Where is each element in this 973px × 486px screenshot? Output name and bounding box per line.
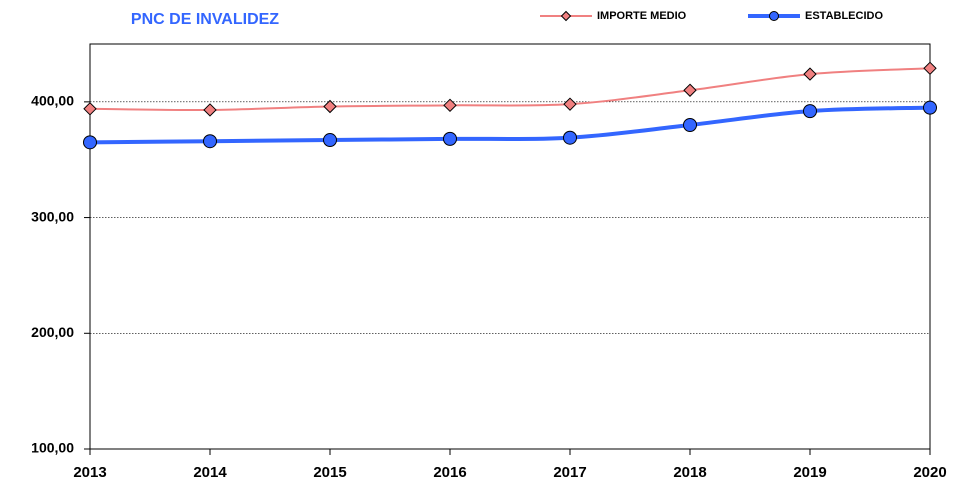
marker <box>803 67 817 81</box>
marker <box>443 131 457 146</box>
x-tick-label: 2014 <box>193 464 227 481</box>
marker <box>923 100 937 115</box>
y-tick-label: 400,00 <box>31 93 74 109</box>
legend-label: IMPORTE MEDIO <box>597 10 687 22</box>
y-tick-label: 300,00 <box>31 208 74 224</box>
marker <box>323 133 337 148</box>
x-tick-label: 2017 <box>553 464 586 481</box>
y-tick-label: 200,00 <box>31 324 74 340</box>
marker <box>683 83 697 97</box>
marker <box>923 61 937 76</box>
marker <box>203 134 217 149</box>
marker <box>560 10 572 22</box>
marker <box>83 102 97 116</box>
marker <box>203 103 217 117</box>
plot-frame <box>89 43 931 450</box>
y-tick-label: 100,00 <box>31 440 74 456</box>
marker <box>803 104 817 119</box>
marker <box>683 118 697 132</box>
series-line <box>89 67 931 112</box>
marker <box>443 98 457 113</box>
series-line <box>89 105 931 145</box>
x-tick-label: 2015 <box>313 464 346 481</box>
x-tick-label: 2013 <box>73 464 106 481</box>
x-tick-label: 2019 <box>793 464 826 481</box>
x-tick-label: 2018 <box>673 464 706 481</box>
marker <box>769 11 779 21</box>
legend-label: ESTABLECIDO <box>805 10 883 22</box>
chart-title: PNC DE INVALIDEZ <box>131 11 279 28</box>
marker <box>83 135 97 150</box>
x-tick-label: 2020 <box>913 464 946 481</box>
x-tick-label: 2016 <box>433 464 466 481</box>
marker <box>323 99 337 114</box>
marker <box>563 130 577 145</box>
marker <box>563 97 577 111</box>
